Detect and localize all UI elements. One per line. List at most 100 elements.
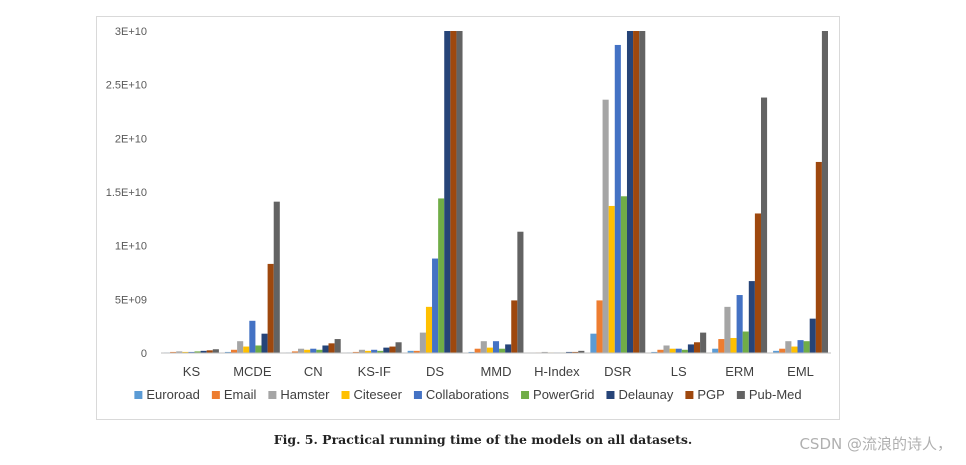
- bar-collaborations-ls: [675, 348, 682, 353]
- legend-label: Hamster: [280, 387, 330, 402]
- x-tick-label: MMD: [480, 364, 511, 379]
- bar-collaborations-ks-if: [371, 349, 378, 353]
- bar-email-dsr: [596, 300, 603, 353]
- bar-citeseer-mcde: [243, 346, 250, 353]
- bar-pub-med-h-index: [578, 350, 585, 353]
- watermark: CSDN @流浪的诗人，: [799, 435, 952, 453]
- x-tick-label: DSR: [604, 364, 631, 379]
- bar-collaborations-cn: [310, 348, 317, 353]
- bar-pgp-ks-if: [389, 346, 396, 353]
- y-tick-label: 0: [141, 348, 147, 360]
- bar-euroroad-dsr: [590, 333, 597, 353]
- bar-pub-med-mcde: [273, 201, 280, 353]
- bar-pub-med-dsr: [639, 31, 646, 353]
- bar-powergrid-erm: [742, 331, 749, 353]
- y-tick-label: 1E+10: [115, 241, 147, 253]
- bar-hamster-ks: [176, 351, 183, 353]
- bar-pub-med-erm: [760, 97, 768, 353]
- legend-swatch: [685, 391, 694, 399]
- bar-citeseer-erm: [730, 337, 737, 353]
- bar-hamster-mcde: [237, 341, 244, 353]
- bar-delaunay-ds: [444, 31, 451, 353]
- figure-caption: Fig. 5. Practical running time of the mo…: [273, 432, 693, 447]
- bar-euroroad-mmd: [468, 351, 475, 353]
- bar-pgp-eml: [815, 161, 822, 353]
- legend-swatch: [134, 391, 143, 399]
- bar-citeseer-ds: [425, 306, 433, 353]
- bar-powergrid-ds: [438, 198, 445, 353]
- bar-email-erm: [718, 339, 725, 353]
- bar-delaunay-mmd: [505, 344, 512, 353]
- bar-collaborations-eml: [797, 340, 804, 353]
- bar-pgp-h-index: [572, 351, 579, 353]
- bar-powergrid-mmd: [499, 348, 506, 353]
- x-tick-label: LS: [671, 364, 687, 379]
- bar-email-ks-if: [352, 351, 359, 353]
- y-tick-label: 1.5E+10: [106, 187, 147, 199]
- x-tick-label: H-Index: [534, 364, 580, 379]
- bar-delaunay-mcde: [261, 333, 268, 353]
- legend-item: Email: [211, 387, 256, 402]
- bar-euroroad-mcde: [224, 351, 232, 353]
- legend: Euroroad Email Hamster Citeseer Collaboratio…: [134, 387, 802, 402]
- legend-swatch: [736, 391, 745, 399]
- x-tick-label: ERM: [725, 364, 754, 379]
- bar-hamster-eml: [785, 341, 792, 353]
- bar-pgp-ls: [693, 342, 701, 353]
- bar-citeseer-ks-if: [365, 350, 372, 353]
- x-tick-label: EML: [787, 364, 814, 379]
- x-tick-label: KS: [183, 364, 201, 379]
- legend-label: Pub-Med: [749, 387, 802, 402]
- bar-collaborations-mmd: [492, 341, 500, 353]
- bar-powergrid-ks-if: [377, 350, 384, 353]
- bar-chart: 0 5E+09 1E+10 1.5E+10 2E+10 2.5E+10 3E+10 KS MC…: [106, 26, 831, 402]
- bar-collaborations-ks: [188, 351, 195, 353]
- bar-collaborations-mcde: [249, 320, 256, 353]
- x-tick-label: KS-IF: [358, 364, 391, 379]
- legend-label: PowerGrid: [533, 387, 594, 402]
- bar-pub-med-ks-if: [395, 342, 402, 353]
- bar-citeseer-cn: [304, 349, 311, 353]
- bar-hamster-mmd: [480, 341, 487, 353]
- bar-delaunay-eml: [809, 318, 816, 353]
- bar-pgp-cn: [328, 343, 335, 353]
- legend-swatch: [211, 391, 220, 399]
- bar-pub-med-ks: [212, 349, 219, 353]
- x-tick-label: CN: [304, 364, 323, 379]
- bar-euroroad-ds: [407, 350, 414, 353]
- bar-hamster-cn: [298, 348, 305, 353]
- legend-swatch: [268, 391, 277, 399]
- bar-pgp-ds: [450, 31, 457, 353]
- bar-delaunay-h-index: [566, 351, 573, 353]
- bar-email-cn: [291, 351, 299, 353]
- legend-label: Citeseer: [354, 387, 403, 402]
- bar-citeseer-dsr: [608, 205, 615, 353]
- bar-powergrid-eml: [803, 341, 810, 353]
- y-tick-label: 2.5E+10: [106, 80, 147, 92]
- legend-label: Delaunay: [618, 387, 673, 402]
- y-tick-label: 5E+09: [115, 294, 147, 306]
- legend-item: Collaborations: [413, 387, 510, 402]
- legend-label: Collaborations: [426, 387, 510, 402]
- bar-email-mcde: [231, 349, 238, 353]
- bar-powergrid-ls: [681, 349, 688, 353]
- legend-label: PGP: [697, 387, 724, 402]
- y-axis: 0 5E+09 1E+10 1.5E+10 2E+10 2.5E+10 3E+10: [106, 26, 147, 360]
- bar-email-ls: [657, 349, 664, 353]
- bar-pub-med-ls: [700, 332, 707, 353]
- bar-citeseer-eml: [791, 346, 798, 353]
- legend-swatch: [606, 391, 615, 399]
- bar-euroroad-ls: [651, 351, 658, 353]
- bar-hamster-erm: [724, 306, 731, 353]
- bars-group: [164, 31, 828, 353]
- y-tick-label: 3E+10: [115, 26, 147, 38]
- legend-item: Hamster: [268, 387, 330, 402]
- bar-email-eml: [779, 348, 786, 353]
- legend-swatch: [341, 391, 350, 399]
- bar-hamster-dsr: [602, 99, 609, 353]
- x-tick-label: DS: [426, 364, 444, 379]
- legend-label: Euroroad: [146, 387, 199, 402]
- bar-pub-med-ds: [456, 31, 463, 353]
- bar-pgp-ks: [206, 350, 213, 353]
- bar-powergrid-mcde: [255, 345, 262, 353]
